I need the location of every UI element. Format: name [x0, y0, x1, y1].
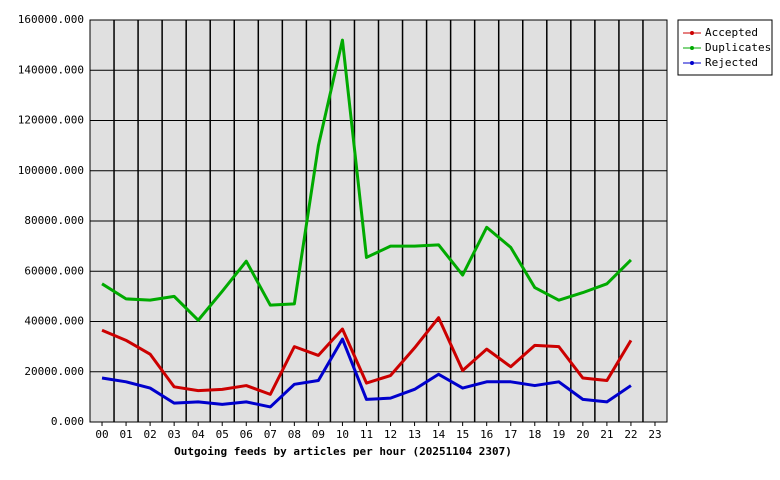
x-tick-label: 12 — [384, 428, 397, 441]
x-tick-label: 22 — [624, 428, 637, 441]
x-tick-label: 19 — [552, 428, 565, 441]
series-line — [101, 337, 632, 409]
y-tick-label: 100000.000 — [18, 164, 84, 177]
legend-marker — [690, 31, 694, 35]
legend-label: Rejected — [705, 56, 758, 69]
x-tick-label: 03 — [168, 428, 181, 441]
y-tick-label: 160000.000 — [18, 13, 84, 26]
chart-title: Outgoing feeds by articles per hour (202… — [174, 445, 512, 458]
y-tick-label: 140000.000 — [18, 63, 84, 76]
legend-marker — [690, 46, 694, 50]
legend-marker — [690, 61, 694, 65]
legend-label: Accepted — [705, 26, 758, 39]
y-tick-label: 60000.000 — [24, 264, 84, 277]
x-tick-label: 00 — [95, 428, 108, 441]
x-tick-label: 21 — [600, 428, 613, 441]
x-tick-label: 02 — [143, 428, 156, 441]
x-tick-label: 10 — [336, 428, 349, 441]
y-tick-label: 20000.000 — [24, 365, 84, 378]
x-tick-label: 16 — [480, 428, 493, 441]
series-line — [101, 38, 632, 322]
x-tick-label: 01 — [119, 428, 132, 441]
x-tick-label: 05 — [216, 428, 229, 441]
x-tick-label: 09 — [312, 428, 325, 441]
x-tick-label: 20 — [576, 428, 589, 441]
x-tick-label: 11 — [360, 428, 373, 441]
y-tick-label: 80000.000 — [24, 214, 84, 227]
x-tick-label: 07 — [264, 428, 277, 441]
x-tick-label: 06 — [240, 428, 253, 441]
y-tick-label: 40000.000 — [24, 315, 84, 328]
x-tick-label: 13 — [408, 428, 421, 441]
x-tick-label: 04 — [192, 428, 206, 441]
x-tick-label: 14 — [432, 428, 446, 441]
legend-label: Duplicates — [705, 41, 771, 54]
x-tick-label: 18 — [528, 428, 541, 441]
x-tick-label: 23 — [648, 428, 661, 441]
x-tick-label: 17 — [504, 428, 517, 441]
x-tick-label: 15 — [456, 428, 469, 441]
x-tick-label: 08 — [288, 428, 301, 441]
y-tick-label: 0.000 — [51, 415, 84, 428]
series-line — [101, 316, 633, 396]
y-tick-label: 120000.000 — [18, 114, 84, 127]
